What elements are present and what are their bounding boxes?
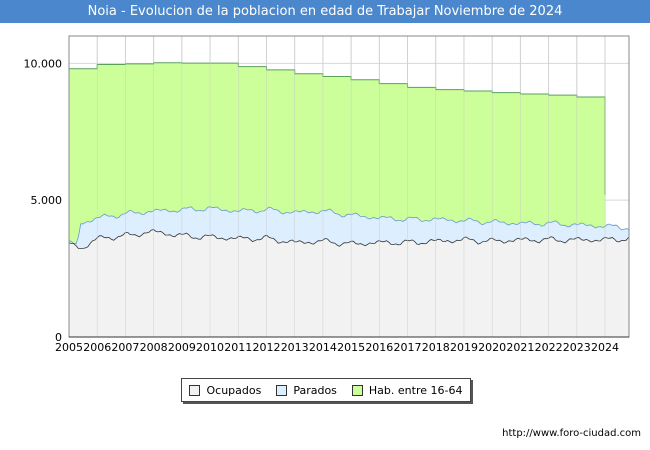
area-ocupados (69, 229, 629, 337)
chart-title: Noia - Evolucion de la poblacion en edad… (0, 0, 650, 23)
y-tick-label: 0 (55, 331, 62, 344)
x-tick-label: 2022 (535, 341, 563, 353)
chart-plot: 0 5.000 10.000 2005 2006 2007 2008 2009 2010 2011… (24, 35, 630, 353)
series-areas (68, 36, 629, 338)
x-tick-label: 2017 (394, 341, 422, 353)
x-tick-label: 2019 (450, 341, 478, 353)
legend-swatch-habitantes (351, 384, 363, 396)
legend-label-habitantes: Hab. entre 16-64 (368, 383, 463, 397)
line-ocupados (68, 229, 629, 250)
source-url[interactable]: http://www.foro-ciudad.com (502, 428, 641, 439)
legend-swatch-parados (276, 384, 288, 396)
x-tick-label: 2006 (83, 341, 111, 353)
legend-item-habitantes: Hab. entre 16-64 (351, 383, 463, 397)
x-tick-label: 2009 (168, 341, 196, 353)
axes (68, 35, 630, 338)
x-tick-label: 2007 (111, 341, 139, 353)
line-parados (68, 206, 629, 245)
x-tick-label: 2012 (252, 341, 280, 353)
x-tick-label: 2015 (337, 341, 365, 353)
x-tick-label: 2016 (365, 341, 393, 353)
x-tick-label: 2024 (591, 341, 619, 353)
x-tick-label: 2005 (55, 341, 83, 353)
x-tick-label: 2011 (224, 341, 252, 353)
legend-label-parados: Parados (293, 383, 337, 397)
legend-label-ocupados: Ocupados (206, 383, 262, 397)
x-tick-label: 2021 (506, 341, 534, 353)
legend-swatch-ocupados (189, 384, 201, 396)
y-tick-label: 5.000 (31, 194, 63, 207)
tick-labels: 0 5.000 10.000 2005 2006 2007 2008 2009 2010 2011… (24, 57, 620, 353)
x-tick-label: 2014 (309, 341, 337, 353)
legend: Ocupados Parados Hab. entre 16-64 (181, 378, 471, 402)
x-tick-label: 2008 (140, 341, 168, 353)
x-tick-label: 2020 (478, 341, 506, 353)
legend-item-parados: Parados (276, 384, 337, 397)
legend-item-ocupados: Ocupados (189, 384, 261, 397)
x-tick-label: 2013 (281, 341, 309, 353)
y-tick-label: 10.000 (24, 57, 63, 70)
x-tick-label: 2018 (422, 341, 450, 353)
x-tick-label: 2023 (563, 341, 591, 353)
x-tick-label: 2010 (196, 341, 224, 353)
